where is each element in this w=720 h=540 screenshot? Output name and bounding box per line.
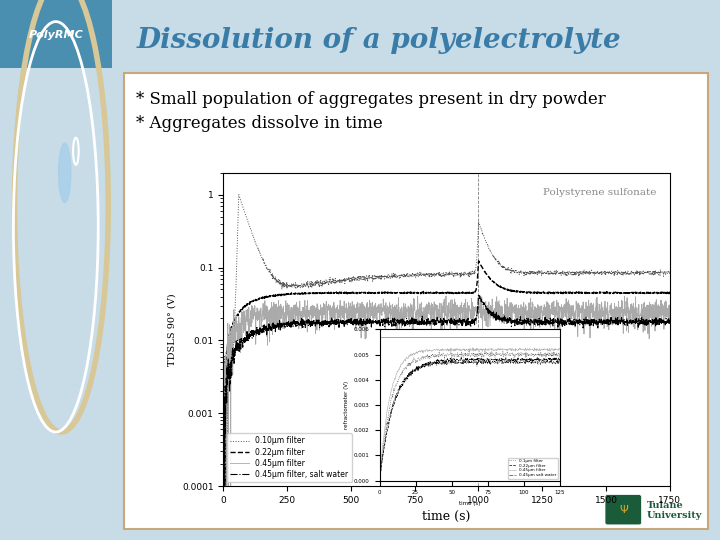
FancyBboxPatch shape <box>605 495 642 525</box>
0.45μm filter, salt water <box>424 319 433 325</box>
0.10μm filter <box>571 272 580 278</box>
Legend: 0.10μm filter, 0.22μm filter, 0.45μm filter, 0.45μm filter, salt water: 0.10μm filter, 0.22μm filter, 0.45μm fil… <box>228 433 351 482</box>
0.10μm filter <box>436 272 445 278</box>
0.45μm filter <box>242 307 251 313</box>
0.45μm filter, salt water <box>652 318 661 325</box>
0.45μm filter, salt water <box>571 321 580 328</box>
0.45μm filter <box>665 316 674 323</box>
Circle shape <box>58 143 71 202</box>
0.10μm filter <box>665 271 674 277</box>
0.22μm filter <box>424 289 433 295</box>
0.10μm filter <box>653 269 662 276</box>
0.45μm filter, salt water <box>653 321 662 328</box>
0.45μm filter <box>441 293 450 299</box>
0.45μm filter, salt water <box>474 292 483 298</box>
0.45μm filter <box>436 315 445 322</box>
Line: 0.45μm filter: 0.45μm filter <box>223 296 670 486</box>
0.45μm filter, salt water <box>242 339 251 345</box>
0.22μm filter <box>653 290 662 296</box>
0.10μm filter <box>653 270 662 276</box>
Text: Polystyrene sulfonate: Polystyrene sulfonate <box>543 188 657 198</box>
X-axis label: time (s): time (s) <box>423 510 471 523</box>
0.22μm filter <box>474 258 483 264</box>
0.45μm filter <box>571 324 580 330</box>
0.10μm filter <box>425 273 433 279</box>
FancyBboxPatch shape <box>124 73 708 529</box>
0.22μm filter <box>652 289 661 295</box>
0.10μm filter <box>220 483 228 489</box>
0.10μm filter <box>219 397 228 404</box>
0.45μm filter <box>653 308 662 315</box>
0.22μm filter <box>436 290 445 296</box>
0.22μm filter <box>665 289 674 296</box>
FancyBboxPatch shape <box>0 0 112 68</box>
Y-axis label: refractometer (V): refractometer (V) <box>343 381 348 429</box>
Text: PolyRMC: PolyRMC <box>28 30 84 40</box>
0.10μm filter <box>235 191 243 198</box>
X-axis label: time (s): time (s) <box>459 501 480 506</box>
Line: 0.10μm filter: 0.10μm filter <box>223 194 670 486</box>
Line: 0.45μm filter, salt water: 0.45μm filter, salt water <box>223 295 670 486</box>
0.45μm filter <box>424 301 433 307</box>
0.45μm filter <box>219 483 228 489</box>
Text: Dissolution of a polyelectrolyte: Dissolution of a polyelectrolyte <box>137 27 621 54</box>
Text: Ψ: Ψ <box>619 505 628 515</box>
0.45μm filter, salt water <box>436 315 445 322</box>
0.22μm filter <box>242 302 251 309</box>
0.45μm filter <box>652 303 661 310</box>
0.22μm filter <box>219 483 228 489</box>
Text: Tulane
University: Tulane University <box>647 501 703 520</box>
Text: * Small population of aggregates present in dry powder: * Small population of aggregates present… <box>136 91 606 109</box>
Line: 0.22μm filter: 0.22μm filter <box>223 261 670 486</box>
0.45μm filter, salt water <box>219 483 228 489</box>
0.45μm filter, salt water <box>665 315 674 321</box>
Text: * Aggregates dissolve in time: * Aggregates dissolve in time <box>136 114 383 132</box>
0.10μm filter <box>242 214 251 221</box>
Legend: 0.1μm filter, 0.22μm filter, 0.45μm filter, 0.45μm salt water: 0.1μm filter, 0.22μm filter, 0.45μm filt… <box>508 457 557 478</box>
0.22μm filter <box>571 289 580 296</box>
Y-axis label: TDSLS 90° (V): TDSLS 90° (V) <box>168 293 176 366</box>
